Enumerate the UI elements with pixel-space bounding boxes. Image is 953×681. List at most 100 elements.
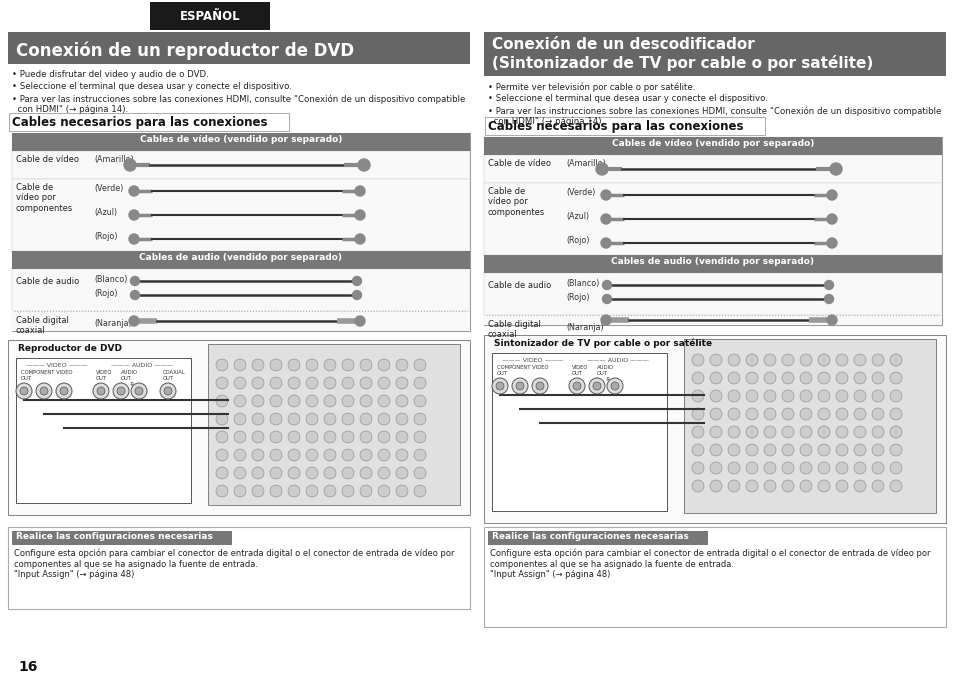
Circle shape	[359, 395, 372, 407]
Circle shape	[602, 281, 611, 289]
Bar	[16, 358, 191, 503]
Text: AUDIO
OUT
L    R: AUDIO OUT L R	[597, 365, 614, 381]
Circle shape	[252, 431, 264, 443]
Circle shape	[341, 413, 354, 425]
Circle shape	[233, 467, 246, 479]
Circle shape	[341, 449, 354, 461]
Circle shape	[324, 359, 335, 371]
Circle shape	[355, 234, 365, 244]
Circle shape	[306, 467, 317, 479]
Circle shape	[889, 390, 901, 402]
Circle shape	[835, 480, 847, 492]
Circle shape	[691, 480, 703, 492]
Circle shape	[135, 387, 143, 395]
Circle shape	[496, 382, 503, 390]
Circle shape	[889, 426, 901, 438]
Circle shape	[60, 387, 68, 395]
Text: • Seleccione el terminal que desea usar y conecte el dispositivo.: • Seleccione el terminal que desea usar …	[488, 94, 767, 103]
Bar	[12, 179, 470, 251]
Circle shape	[306, 449, 317, 461]
Circle shape	[352, 276, 361, 285]
Circle shape	[709, 408, 721, 420]
Circle shape	[377, 377, 390, 389]
Circle shape	[215, 377, 228, 389]
Circle shape	[492, 378, 507, 394]
Circle shape	[252, 449, 264, 461]
Circle shape	[324, 431, 335, 443]
Text: Cable digital
coaxial: Cable digital coaxial	[488, 320, 540, 339]
Circle shape	[826, 315, 836, 325]
Circle shape	[889, 354, 901, 366]
Text: COAXIAL
OUT: COAXIAL OUT	[163, 370, 186, 381]
Text: (Blanco): (Blanco)	[94, 275, 128, 284]
Circle shape	[727, 354, 740, 366]
Circle shape	[359, 431, 372, 443]
Circle shape	[853, 462, 865, 474]
Text: (Rojo): (Rojo)	[565, 236, 589, 245]
Bar	[150, 2, 270, 30]
Circle shape	[871, 354, 883, 366]
Bar	[483, 335, 945, 523]
Text: Cable digital
coaxial: Cable digital coaxial	[16, 316, 69, 336]
Circle shape	[341, 485, 354, 497]
Circle shape	[600, 214, 610, 224]
Circle shape	[600, 190, 610, 200]
Circle shape	[215, 413, 228, 425]
Circle shape	[306, 485, 317, 497]
Circle shape	[233, 485, 246, 497]
Circle shape	[252, 377, 264, 389]
Circle shape	[395, 413, 408, 425]
Circle shape	[306, 377, 317, 389]
Circle shape	[270, 377, 282, 389]
Circle shape	[395, 485, 408, 497]
Text: 16: 16	[18, 660, 37, 674]
Bar	[12, 133, 470, 151]
Text: Cable de vídeo: Cable de vídeo	[488, 159, 551, 168]
Text: (Azul): (Azul)	[565, 212, 589, 221]
Circle shape	[129, 210, 139, 220]
Circle shape	[600, 238, 610, 248]
Circle shape	[781, 426, 793, 438]
Circle shape	[352, 291, 361, 300]
Bar	[483, 183, 941, 255]
Circle shape	[129, 316, 139, 326]
Bar	[208, 344, 459, 505]
Circle shape	[359, 413, 372, 425]
Circle shape	[727, 462, 740, 474]
Circle shape	[516, 382, 523, 390]
Circle shape	[270, 431, 282, 443]
Circle shape	[359, 359, 372, 371]
Text: ——— AUDIO ———: ——— AUDIO ———	[111, 363, 172, 368]
Circle shape	[359, 377, 372, 389]
Circle shape	[727, 372, 740, 384]
Circle shape	[745, 444, 758, 456]
Circle shape	[745, 354, 758, 366]
Circle shape	[709, 372, 721, 384]
Circle shape	[781, 480, 793, 492]
Bar	[12, 251, 470, 269]
Circle shape	[889, 444, 901, 456]
Circle shape	[129, 234, 139, 244]
Circle shape	[691, 426, 703, 438]
Circle shape	[233, 413, 246, 425]
Text: (Verde): (Verde)	[565, 188, 595, 197]
Bar	[492, 353, 666, 511]
Circle shape	[691, 390, 703, 402]
Circle shape	[691, 462, 703, 474]
Circle shape	[270, 395, 282, 407]
Circle shape	[341, 377, 354, 389]
Circle shape	[377, 431, 390, 443]
Text: • Para ver las instrucciones sobre las conexiones HDMI, consulte "Conexión de un: • Para ver las instrucciones sobre las c…	[12, 94, 465, 114]
Text: COMPONENT VIDEO
OUT: COMPONENT VIDEO OUT	[497, 365, 548, 376]
Circle shape	[395, 449, 408, 461]
Circle shape	[395, 467, 408, 479]
Circle shape	[233, 431, 246, 443]
Circle shape	[288, 431, 299, 443]
Circle shape	[131, 276, 139, 285]
Bar	[8, 527, 470, 609]
Circle shape	[117, 387, 125, 395]
Circle shape	[709, 480, 721, 492]
Text: • Seleccione el terminal que desea usar y conecte el dispositivo.: • Seleccione el terminal que desea usar …	[12, 82, 292, 91]
Circle shape	[414, 485, 426, 497]
Circle shape	[288, 449, 299, 461]
